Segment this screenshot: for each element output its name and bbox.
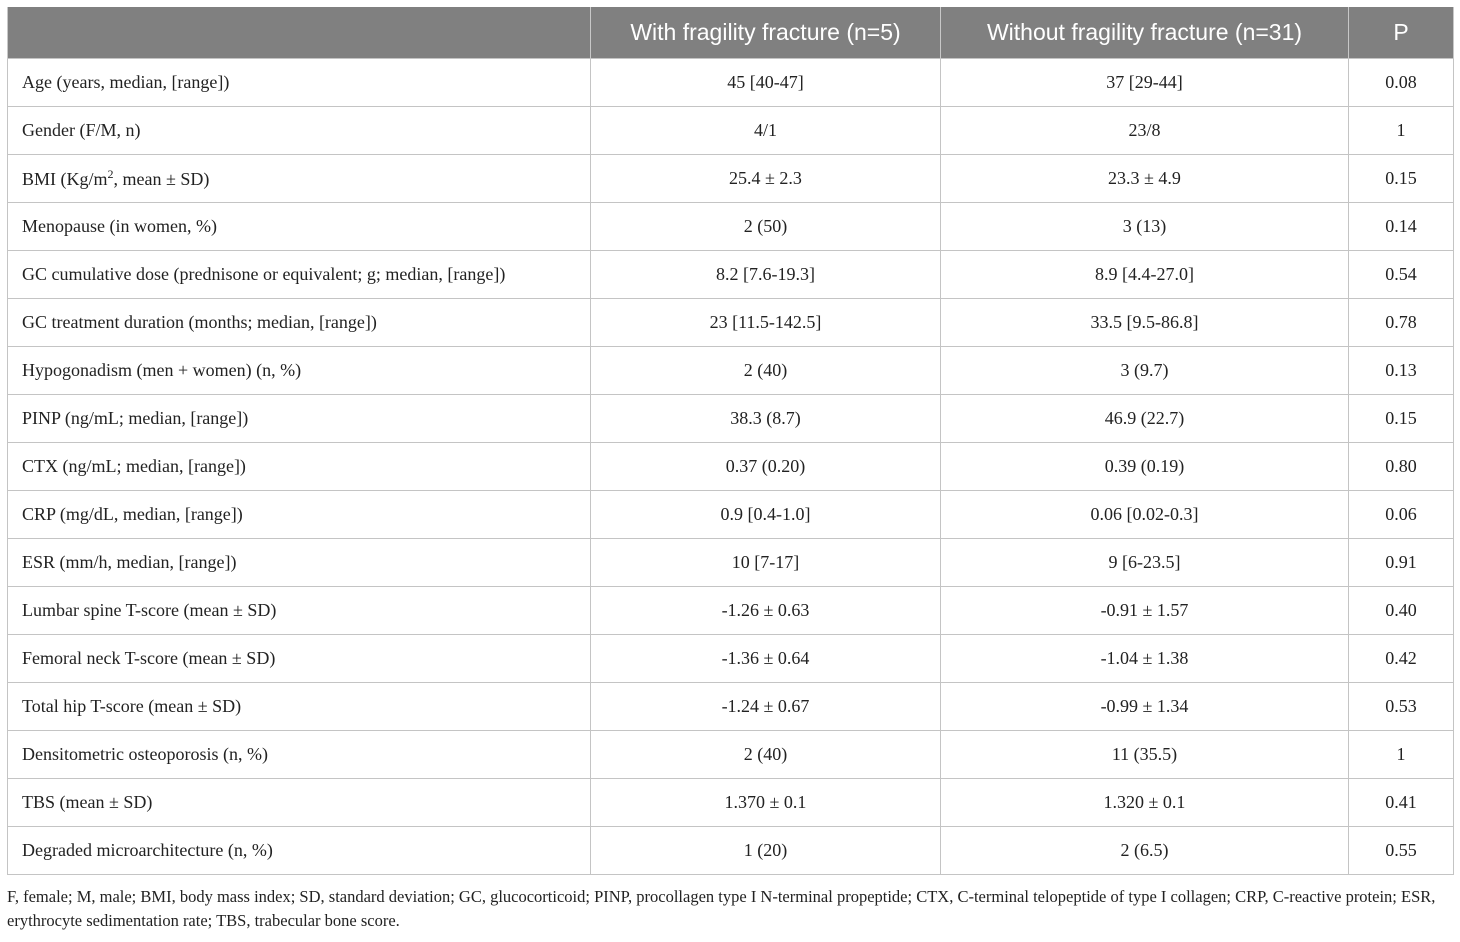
cell-with-fracture: 25.4 ± 2.3	[590, 154, 941, 203]
row-label: Degraded microarchitecture (n, %)	[7, 826, 591, 875]
table-row: Lumbar spine T-score (mean ± SD) -1.26 ± …	[7, 586, 1454, 635]
cell-p-value: 0.13	[1348, 346, 1454, 395]
cell-p-value: 0.14	[1348, 202, 1454, 251]
table-row: ESR (mm/h, median, [range]) 10 [7-17] 9 [6…	[7, 538, 1454, 587]
row-label: TBS (mean ± SD)	[7, 778, 591, 827]
cell-without-fracture: 37 [29-44]	[940, 58, 1349, 107]
cell-without-fracture: -0.99 ± 1.34	[940, 682, 1349, 731]
table-row: CRP (mg/dL, median, [range]) 0.9 [0.4-1.0…	[7, 490, 1454, 539]
row-label: BMI (Kg/m2, mean ± SD)	[7, 154, 591, 203]
row-label: GC treatment duration (months; median, […	[7, 298, 591, 347]
cell-p-value: 0.55	[1348, 826, 1454, 875]
cell-with-fracture: 2 (40)	[590, 730, 941, 779]
row-label-superscript: 2	[107, 167, 114, 181]
row-label-text-rest: , mean ± SD)	[113, 169, 210, 189]
cell-p-value: 1	[1348, 106, 1454, 155]
table-row: Total hip T-score (mean ± SD) -1.24 ± 0.6…	[7, 682, 1454, 731]
header-p-value: P	[1348, 7, 1454, 59]
cell-without-fracture: 3 (13)	[940, 202, 1349, 251]
cell-p-value: 0.78	[1348, 298, 1454, 347]
cell-without-fracture: 2 (6.5)	[940, 826, 1349, 875]
cell-p-value: 0.54	[1348, 250, 1454, 299]
row-label: Total hip T-score (mean ± SD)	[7, 682, 591, 731]
cell-p-value: 0.42	[1348, 634, 1454, 683]
cell-p-value: 0.06	[1348, 490, 1454, 539]
cell-with-fracture: 8.2 [7.6-19.3]	[590, 250, 941, 299]
cell-without-fracture: -1.04 ± 1.38	[940, 634, 1349, 683]
table-row: GC cumulative dose (prednisone or equiva…	[7, 250, 1454, 299]
cell-with-fracture: 23 [11.5-142.5]	[590, 298, 941, 347]
table-row: TBS (mean ± SD) 1.370 ± 0.1 1.320 ± 0.1 0.4…	[7, 778, 1454, 827]
cell-p-value: 1	[1348, 730, 1454, 779]
table-row: Hypogonadism (men + women) (n, %) 2 (40) 3…	[7, 346, 1454, 395]
table-row: Menopause (in women, %) 2 (50) 3 (13) 0.14	[7, 202, 1454, 251]
cell-with-fracture: -1.26 ± 0.63	[590, 586, 941, 635]
table-row: Femoral neck T-score (mean ± SD) -1.36 ± …	[7, 634, 1454, 683]
cell-without-fracture: 46.9 (22.7)	[940, 394, 1349, 443]
cell-without-fracture: 0.06 [0.02-0.3]	[940, 490, 1349, 539]
row-label: ESR (mm/h, median, [range])	[7, 538, 591, 587]
cell-p-value: 0.80	[1348, 442, 1454, 491]
table-footnote: F, female; M, male; BMI, body mass index…	[7, 887, 1436, 930]
header-with-fracture: With fragility fracture (n=5)	[590, 7, 941, 59]
cell-with-fracture: 10 [7-17]	[590, 538, 941, 587]
cell-p-value: 0.15	[1348, 394, 1454, 443]
cell-without-fracture: 11 (35.5)	[940, 730, 1349, 779]
cell-with-fracture: 45 [40-47]	[590, 58, 941, 107]
table-row: Densitometric osteoporosis (n, %) 2 (40) 1…	[7, 730, 1454, 779]
table-row: Degraded microarchitecture (n, %) 1 (20) 2…	[7, 826, 1454, 875]
row-label: CTX (ng/mL; median, [range])	[7, 442, 591, 491]
row-label: Densitometric osteoporosis (n, %)	[7, 730, 591, 779]
cell-p-value: 0.53	[1348, 682, 1454, 731]
cell-with-fracture: -1.36 ± 0.64	[590, 634, 941, 683]
table-row: Age (years, median, [range]) 45 [40-47] 37…	[7, 58, 1454, 107]
cell-without-fracture: 1.320 ± 0.1	[940, 778, 1349, 827]
row-label: Age (years, median, [range])	[7, 58, 591, 107]
cell-with-fracture: 38.3 (8.7)	[590, 394, 941, 443]
table-body: Age (years, median, [range]) 45 [40-47] 37…	[7, 58, 1454, 875]
cell-with-fracture: 4/1	[590, 106, 941, 155]
cell-without-fracture: 23/8	[940, 106, 1349, 155]
row-label: Hypogonadism (men + women) (n, %)	[7, 346, 591, 395]
header-row: With fragility fracture (n=5) Without fr…	[7, 7, 1454, 59]
table-row: PINP (ng/mL; median, [range]) 38.3 (8.7) 4…	[7, 394, 1454, 443]
table-header: With fragility fracture (n=5) Without fr…	[7, 7, 1454, 59]
data-table-container: With fragility fracture (n=5) Without fr…	[7, 7, 1454, 875]
cell-with-fracture: 0.9 [0.4-1.0]	[590, 490, 941, 539]
header-variable	[7, 7, 591, 59]
cell-with-fracture: 2 (50)	[590, 202, 941, 251]
row-label: PINP (ng/mL; median, [range])	[7, 394, 591, 443]
cell-with-fracture: 2 (40)	[590, 346, 941, 395]
row-label-text: BMI (Kg/m	[22, 169, 108, 189]
cell-p-value: 0.08	[1348, 58, 1454, 107]
cell-without-fracture: 3 (9.7)	[940, 346, 1349, 395]
cell-p-value: 0.15	[1348, 154, 1454, 203]
row-label: CRP (mg/dL, median, [range])	[7, 490, 591, 539]
cell-without-fracture: 23.3 ± 4.9	[940, 154, 1349, 203]
header-without-fracture: Without fragility fracture (n=31)	[940, 7, 1349, 59]
row-label: Lumbar spine T-score (mean ± SD)	[7, 586, 591, 635]
cell-without-fracture: 9 [6-23.5]	[940, 538, 1349, 587]
cell-with-fracture: -1.24 ± 0.67	[590, 682, 941, 731]
cell-without-fracture: -0.91 ± 1.57	[940, 586, 1349, 635]
cell-with-fracture: 1.370 ± 0.1	[590, 778, 941, 827]
data-table: With fragility fracture (n=5) Without fr…	[7, 7, 1454, 875]
table-row: Gender (F/M, n) 4/1 23/8 1	[7, 106, 1454, 155]
cell-with-fracture: 1 (20)	[590, 826, 941, 875]
cell-with-fracture: 0.37 (0.20)	[590, 442, 941, 491]
table-row: BMI (Kg/m2, mean ± SD) 25.4 ± 2.3 23.3 ± 4…	[7, 154, 1454, 203]
cell-p-value: 0.40	[1348, 586, 1454, 635]
row-label: Gender (F/M, n)	[7, 106, 591, 155]
row-label: Femoral neck T-score (mean ± SD)	[7, 634, 591, 683]
cell-without-fracture: 33.5 [9.5-86.8]	[940, 298, 1349, 347]
row-label: GC cumulative dose (prednisone or equiva…	[7, 250, 591, 299]
cell-without-fracture: 0.39 (0.19)	[940, 442, 1349, 491]
cell-p-value: 0.41	[1348, 778, 1454, 827]
table-row: CTX (ng/mL; median, [range]) 0.37 (0.20) 0…	[7, 442, 1454, 491]
row-label: Menopause (in women, %)	[7, 202, 591, 251]
cell-without-fracture: 8.9 [4.4-27.0]	[940, 250, 1349, 299]
table-row: GC treatment duration (months; median, […	[7, 298, 1454, 347]
cell-p-value: 0.91	[1348, 538, 1454, 587]
